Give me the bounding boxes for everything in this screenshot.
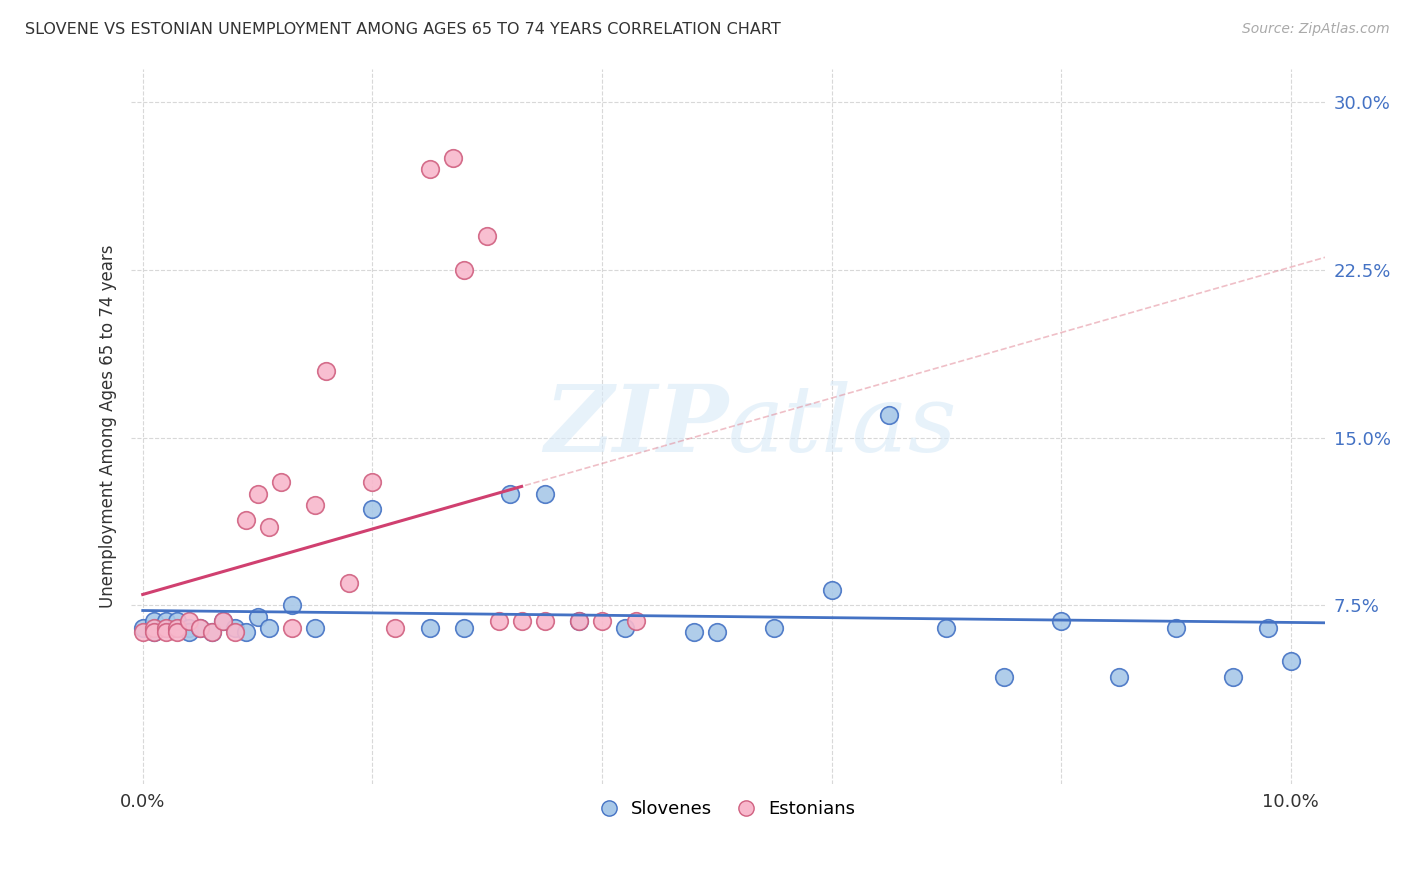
Point: [304, 498, 326, 512]
Point: [281, 621, 304, 635]
Point: [155, 621, 177, 635]
Point: [419, 621, 441, 635]
Point: [212, 614, 235, 628]
Point: [132, 621, 155, 635]
Point: [993, 670, 1015, 684]
Point: [257, 621, 280, 635]
Text: ZIP: ZIP: [544, 382, 728, 472]
Point: [510, 614, 533, 628]
Point: [877, 409, 900, 423]
Point: [384, 621, 406, 635]
Point: [613, 621, 636, 635]
Point: [212, 614, 235, 628]
Point: [224, 621, 246, 635]
Point: [315, 363, 337, 377]
Legend: Slovenes, Estonians: Slovenes, Estonians: [595, 793, 862, 825]
Point: [281, 599, 304, 613]
Point: [568, 614, 591, 628]
Y-axis label: Unemployment Among Ages 65 to 74 years: Unemployment Among Ages 65 to 74 years: [100, 244, 117, 608]
Point: [155, 621, 177, 635]
Point: [155, 614, 177, 628]
Point: [339, 576, 361, 591]
Point: [166, 621, 188, 635]
Point: [533, 486, 555, 500]
Point: [166, 625, 188, 640]
Point: [177, 625, 200, 640]
Point: [143, 621, 166, 635]
Point: [626, 614, 648, 628]
Point: [1257, 621, 1279, 635]
Point: [143, 614, 166, 628]
Point: [132, 625, 155, 640]
Point: [201, 625, 224, 640]
Point: [533, 614, 555, 628]
Point: [499, 486, 522, 500]
Point: [1108, 670, 1130, 684]
Point: [155, 625, 177, 640]
Point: [235, 513, 257, 527]
Point: [453, 263, 475, 277]
Point: [441, 151, 464, 165]
Point: [166, 621, 188, 635]
Point: [488, 614, 510, 628]
Point: [1279, 654, 1302, 668]
Point: [361, 475, 384, 490]
Point: [1164, 621, 1187, 635]
Point: [177, 614, 200, 628]
Point: [188, 621, 211, 635]
Point: [235, 625, 257, 640]
Point: [246, 486, 269, 500]
Text: Source: ZipAtlas.com: Source: ZipAtlas.com: [1241, 22, 1389, 37]
Point: [1222, 670, 1244, 684]
Point: [1050, 614, 1073, 628]
Point: [177, 621, 200, 635]
Point: [568, 614, 591, 628]
Point: [453, 621, 475, 635]
Point: [246, 609, 269, 624]
Point: [224, 625, 246, 640]
Point: [188, 621, 211, 635]
Point: [143, 625, 166, 640]
Point: [682, 625, 704, 640]
Text: atlas: atlas: [728, 382, 957, 472]
Point: [257, 520, 280, 534]
Point: [591, 614, 613, 628]
Point: [475, 229, 498, 244]
Point: [201, 625, 224, 640]
Point: [706, 625, 728, 640]
Point: [419, 162, 441, 177]
Point: [361, 502, 384, 516]
Point: [166, 614, 188, 628]
Point: [304, 621, 326, 635]
Point: [143, 625, 166, 640]
Text: SLOVENE VS ESTONIAN UNEMPLOYMENT AMONG AGES 65 TO 74 YEARS CORRELATION CHART: SLOVENE VS ESTONIAN UNEMPLOYMENT AMONG A…: [25, 22, 782, 37]
Point: [763, 621, 786, 635]
Point: [935, 621, 957, 635]
Point: [820, 582, 842, 597]
Point: [270, 475, 292, 490]
